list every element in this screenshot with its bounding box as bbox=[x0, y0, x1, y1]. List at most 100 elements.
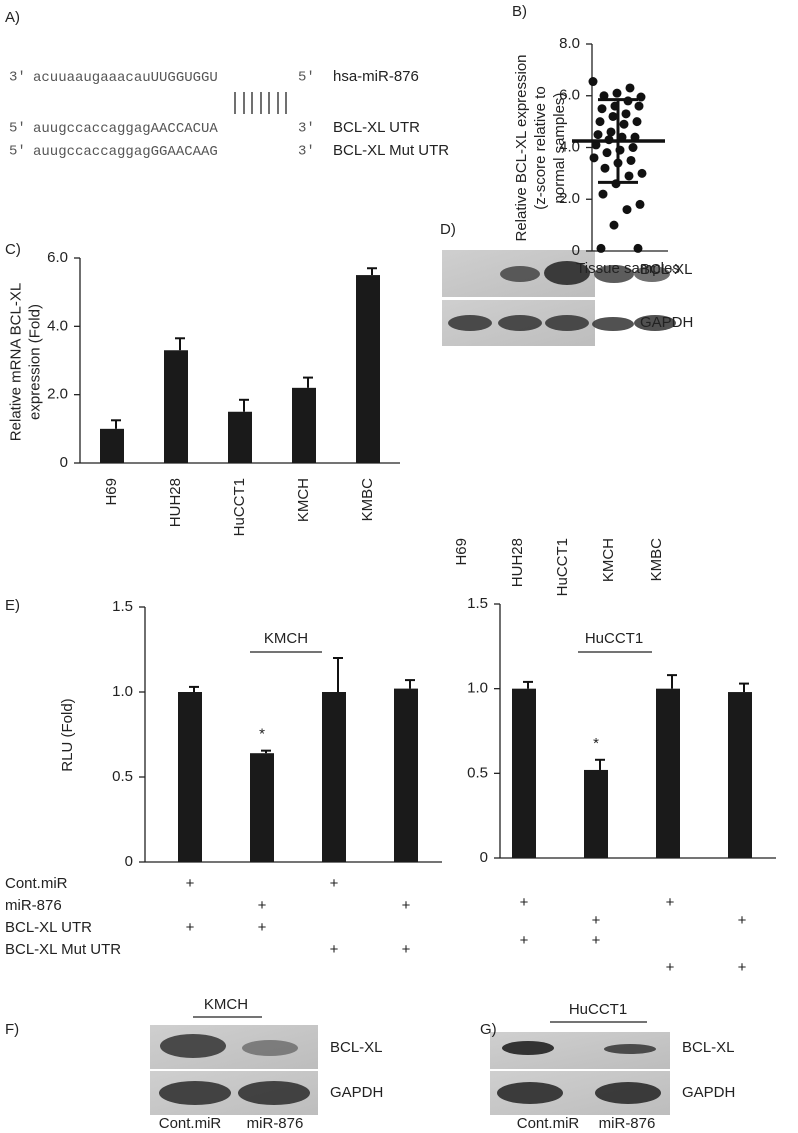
condition-mark: + bbox=[520, 894, 529, 911]
sequence-upper: AACCACUA bbox=[151, 121, 219, 137]
scatter-point bbox=[626, 155, 636, 165]
condition-mark: + bbox=[186, 919, 195, 936]
sequence-upper: UUGGUGGU bbox=[151, 70, 218, 86]
panel-label: F) bbox=[5, 1021, 19, 1038]
y-tick-label: 8.0 bbox=[559, 35, 580, 52]
y-tick-label: 0 bbox=[480, 849, 488, 866]
sequence-lower: acuuaaugaaacau bbox=[33, 70, 151, 86]
lane-label: KMBC bbox=[648, 538, 665, 582]
scatter-point bbox=[589, 153, 599, 163]
scatter-point bbox=[624, 171, 634, 181]
condition-mark: + bbox=[738, 912, 747, 929]
scatter-point bbox=[602, 148, 612, 158]
scatter-point bbox=[612, 88, 622, 98]
chart-title: KMCH bbox=[264, 630, 308, 647]
scatter-point bbox=[625, 83, 635, 93]
pairing-lines bbox=[234, 92, 287, 114]
sequence-lower: auugccaccaggag bbox=[33, 144, 151, 160]
condition-mark: + bbox=[402, 941, 411, 958]
scatter-point bbox=[619, 119, 629, 129]
sequence-upper: GGAACAAG bbox=[151, 144, 218, 160]
scatter-point bbox=[636, 92, 646, 102]
scatter-point bbox=[598, 189, 608, 199]
lane-label: Cont.miR bbox=[517, 1115, 580, 1132]
bar bbox=[394, 688, 418, 862]
y-tick-label: 0 bbox=[572, 242, 580, 259]
bar bbox=[178, 692, 202, 862]
annotation: * bbox=[593, 735, 599, 752]
sequence-lower: auugccaccaggag bbox=[33, 121, 151, 137]
condition-mark: + bbox=[258, 897, 267, 914]
panel-label: E) bbox=[5, 597, 20, 614]
y-tick-label: 1.0 bbox=[467, 680, 488, 697]
x-tick-label: H69 bbox=[103, 478, 120, 506]
panel-label: A) bbox=[5, 9, 20, 26]
y-tick-label: 0.5 bbox=[112, 768, 133, 785]
scatter-point bbox=[593, 130, 603, 140]
condition-mark: + bbox=[592, 912, 601, 929]
blot-title: KMCH bbox=[204, 996, 248, 1013]
prime-end: 5′ bbox=[298, 70, 315, 86]
lane-label: HUH28 bbox=[509, 538, 526, 587]
sequence-name: BCL-XL UTR bbox=[333, 119, 420, 136]
scatter-point bbox=[637, 168, 647, 178]
annotation: * bbox=[259, 726, 265, 743]
prime-end: 5′ bbox=[9, 121, 26, 137]
condition-mark: + bbox=[592, 932, 601, 949]
prime-end: 3′ bbox=[298, 144, 315, 160]
bar bbox=[512, 688, 536, 858]
y-tick-label: 4.0 bbox=[47, 317, 68, 334]
blot-bands bbox=[497, 1041, 661, 1104]
scatter-point bbox=[632, 117, 642, 127]
panel-label: B) bbox=[512, 3, 527, 20]
condition-mark: + bbox=[258, 919, 267, 936]
bar bbox=[728, 692, 752, 858]
prime-end: 3′ bbox=[298, 121, 315, 137]
sequence: auugccaccaggagGGAACAAG bbox=[33, 144, 218, 160]
condition-mark: + bbox=[738, 959, 747, 976]
y-axis-label: Relative BCL-XL expression bbox=[513, 54, 530, 241]
bar bbox=[322, 692, 346, 862]
bar bbox=[292, 387, 316, 463]
band-label: BCL-XL bbox=[640, 261, 693, 278]
condition-mark: + bbox=[186, 875, 195, 892]
scatter-point bbox=[599, 91, 609, 101]
condition-mark: + bbox=[520, 932, 529, 949]
scatter-point bbox=[621, 109, 631, 119]
lane-label: miR-876 bbox=[599, 1115, 656, 1132]
y-tick-label: 2.0 bbox=[559, 190, 580, 207]
condition-mark: + bbox=[666, 959, 675, 976]
scatter-point bbox=[622, 205, 632, 215]
condition-mark: + bbox=[330, 941, 339, 958]
y-axis-label: expression (Fold) bbox=[26, 304, 43, 420]
bar bbox=[584, 769, 608, 858]
band-label: BCL-XL bbox=[330, 1039, 383, 1056]
bar bbox=[250, 753, 274, 862]
y-tick-label: 0 bbox=[125, 853, 133, 870]
panel-label: C) bbox=[5, 241, 21, 258]
condition-name: miR-876 bbox=[5, 897, 62, 914]
y-tick-label: 2.0 bbox=[47, 386, 68, 403]
scatter-point bbox=[600, 163, 610, 173]
condition-mark: + bbox=[402, 897, 411, 914]
sequence-name: hsa-miR-876 bbox=[333, 68, 419, 85]
sequence: acuuaaugaaacauUUGGUGGU bbox=[33, 70, 218, 86]
x-tick-label: KMBC bbox=[359, 478, 376, 522]
y-axis-label: Relative mRNA BCL-XL bbox=[7, 283, 24, 441]
x-tick-label: HUH28 bbox=[167, 478, 184, 527]
scatter-point bbox=[596, 243, 606, 253]
y-axis-label: RLU (Fold) bbox=[59, 698, 76, 771]
bar bbox=[356, 275, 380, 463]
band-label: GAPDH bbox=[330, 1084, 383, 1101]
condition-mark: + bbox=[666, 894, 675, 911]
y-tick-label: 1.5 bbox=[467, 595, 488, 612]
y-tick-label: 1.5 bbox=[112, 598, 133, 615]
lane-label: Cont.miR bbox=[159, 1115, 222, 1132]
condition-mark: + bbox=[330, 875, 339, 892]
blot-bands bbox=[448, 261, 676, 331]
lane-label: H69 bbox=[453, 538, 470, 566]
band-label: BCL-XL bbox=[682, 1039, 735, 1056]
x-tick-label: Tissue samples bbox=[576, 260, 680, 277]
lane-label: miR-876 bbox=[247, 1115, 304, 1132]
scatter-point bbox=[633, 243, 643, 253]
